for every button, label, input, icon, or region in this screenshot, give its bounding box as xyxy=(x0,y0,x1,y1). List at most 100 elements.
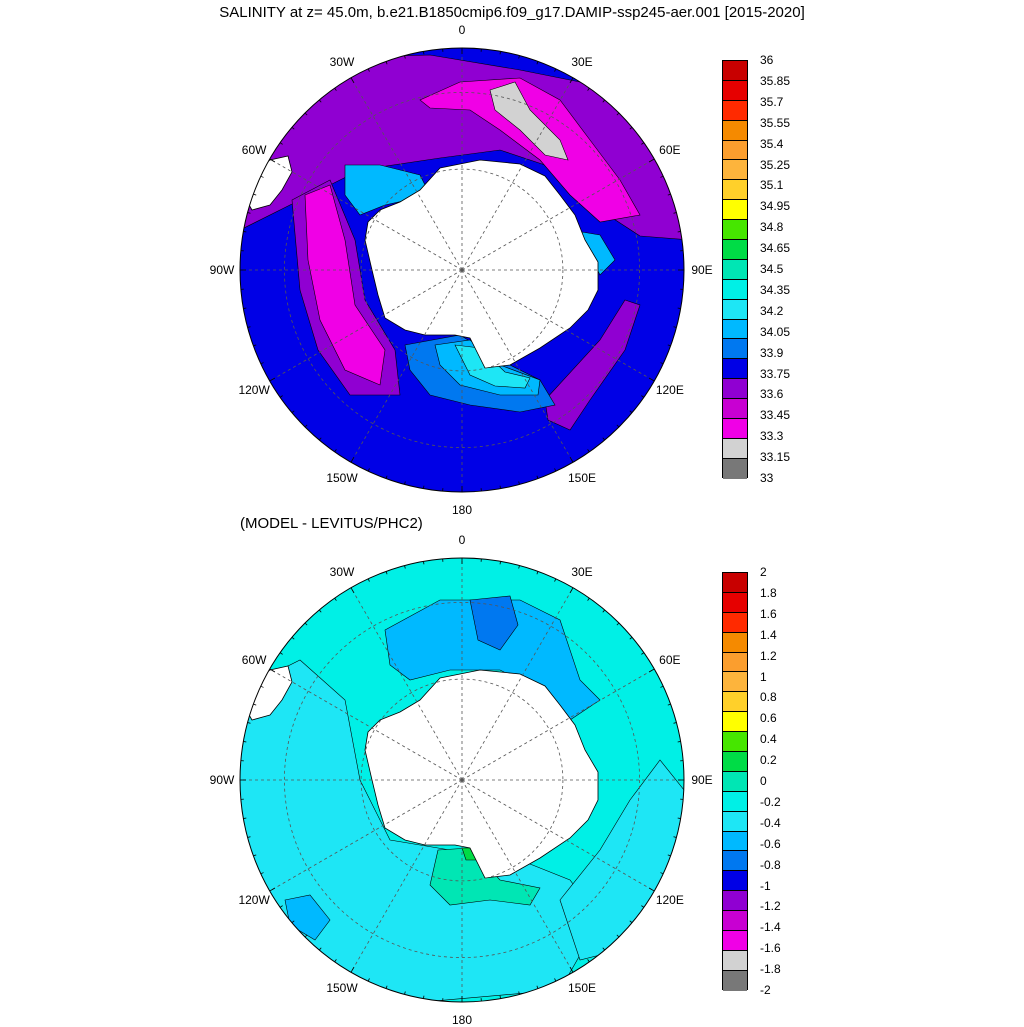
colorbar-tick-label: 35.1 xyxy=(760,178,783,192)
colorbar-swatch xyxy=(723,141,747,161)
colorbar-swatch xyxy=(723,633,747,653)
border-tick xyxy=(678,231,681,232)
colorbar-tick-label: -0.8 xyxy=(760,858,781,872)
colorbar-tick-label: 34.95 xyxy=(760,199,790,213)
colorbar-tick-label: 0.6 xyxy=(760,711,777,725)
colorbar-swatch xyxy=(723,613,747,633)
colorbar-tick-label: 34.05 xyxy=(760,325,790,339)
longitude-label: 120W xyxy=(238,893,269,907)
longitude-label: 30E xyxy=(571,55,592,69)
colorbar-swatch xyxy=(723,379,747,399)
colorbar-swatch xyxy=(723,81,747,101)
salinity-colorbar-swatches xyxy=(722,60,748,478)
colorbar-tick-label: 33.45 xyxy=(760,408,790,422)
border-tick xyxy=(678,308,681,309)
colorbar-swatch xyxy=(723,672,747,692)
colorbar-tick-label: 35.7 xyxy=(760,95,783,109)
colorbar-swatch xyxy=(723,300,747,320)
colorbar-tick-label: 35.55 xyxy=(760,116,790,130)
colorbar-tick-label: 33 xyxy=(760,471,773,485)
colorbar-swatch xyxy=(723,871,747,891)
colorbar-swatch xyxy=(723,851,747,871)
colorbar-swatch xyxy=(723,732,747,752)
border-tick xyxy=(500,486,501,489)
colorbar-swatch xyxy=(723,951,747,971)
colorbar-tick-label: 35.85 xyxy=(760,74,790,88)
colorbar-tick-label: 35.4 xyxy=(760,137,783,151)
colorbar-swatch xyxy=(723,399,747,419)
border-tick xyxy=(423,486,424,489)
colorbar-swatch xyxy=(723,812,747,832)
colorbar-tick-label: -1.4 xyxy=(760,920,781,934)
longitude-label: 120E xyxy=(656,383,684,397)
colorbar-tick-label: 36 xyxy=(760,53,773,67)
colorbar-swatch xyxy=(723,459,747,479)
colorbar-tick-label: -1.8 xyxy=(760,962,781,976)
colorbar-tick-label: 33.9 xyxy=(760,346,783,360)
colorbar-tick-label: 0 xyxy=(760,774,767,788)
colorbar-swatch xyxy=(723,121,747,141)
longitude-label: 150W xyxy=(326,981,357,995)
colorbar-tick-label: 1.6 xyxy=(760,607,777,621)
colorbar-tick-label: -1.6 xyxy=(760,941,781,955)
colorbar-swatch xyxy=(723,280,747,300)
colorbar-swatch xyxy=(723,931,747,951)
longitude-label: 90E xyxy=(691,263,712,277)
colorbar-swatch xyxy=(723,573,747,593)
colorbar-swatch xyxy=(723,911,747,931)
longitude-label: 60E xyxy=(659,653,680,667)
longitude-label: 30W xyxy=(330,565,355,579)
colorbar-swatch xyxy=(723,439,747,459)
border-tick xyxy=(243,741,246,742)
colorbar-tick-label: 1 xyxy=(760,670,767,684)
colorbar-swatch xyxy=(723,593,747,613)
colorbar-tick-label: 0.4 xyxy=(760,732,777,746)
border-tick xyxy=(678,741,681,742)
colorbar-swatch xyxy=(723,792,747,812)
colorbar-tick-label: 1.4 xyxy=(760,628,777,642)
colorbar-swatch xyxy=(723,61,747,81)
colorbar-tick-label: 35.25 xyxy=(760,158,790,172)
colorbar-swatch xyxy=(723,101,747,121)
longitude-label: 30E xyxy=(571,565,592,579)
border-tick xyxy=(500,996,501,999)
colorbar-tick-label: -0.4 xyxy=(760,816,781,830)
colorbar-tick-label: 2 xyxy=(760,565,767,579)
longitude-label: 120W xyxy=(238,383,269,397)
colorbar-tick-label: 33.75 xyxy=(760,367,790,381)
colorbar-tick-label: -2 xyxy=(760,983,771,997)
colorbar-tick-label: 33.6 xyxy=(760,387,783,401)
colorbar-swatch xyxy=(723,419,747,439)
border-tick xyxy=(423,51,424,54)
longitude-label: 90W xyxy=(210,773,235,787)
colorbar-tick-label: -0.2 xyxy=(760,795,781,809)
longitude-label: 150E xyxy=(568,471,596,485)
colorbar-swatch xyxy=(723,752,747,772)
colorbar-tick-label: -1.2 xyxy=(760,899,781,913)
colorbar-tick-label: 34.2 xyxy=(760,304,783,318)
border-tick xyxy=(243,231,246,232)
colorbar-swatch xyxy=(723,971,747,991)
border-tick xyxy=(243,308,246,309)
colorbar-swatch xyxy=(723,712,747,732)
colorbar-swatch xyxy=(723,832,747,852)
colorbar-swatch xyxy=(723,320,747,340)
colorbar-swatch xyxy=(723,692,747,712)
colorbar-swatch xyxy=(723,359,747,379)
colorbar-tick-label: 0.8 xyxy=(760,690,777,704)
longitude-label: 60E xyxy=(659,143,680,157)
longitude-label: 150W xyxy=(326,471,357,485)
longitude-label: 90W xyxy=(210,263,235,277)
colorbar-tick-label: 34.8 xyxy=(760,220,783,234)
longitude-label: 90E xyxy=(691,773,712,787)
border-tick xyxy=(423,996,424,999)
colorbar-swatch xyxy=(723,220,747,240)
colorbar-tick-label: 0.2 xyxy=(760,753,777,767)
colorbar-tick-label: 34.65 xyxy=(760,241,790,255)
colorbar-tick-label: 1.8 xyxy=(760,586,777,600)
colorbar-tick-label: 34.35 xyxy=(760,283,790,297)
colorbar-tick-label: 33.3 xyxy=(760,429,783,443)
